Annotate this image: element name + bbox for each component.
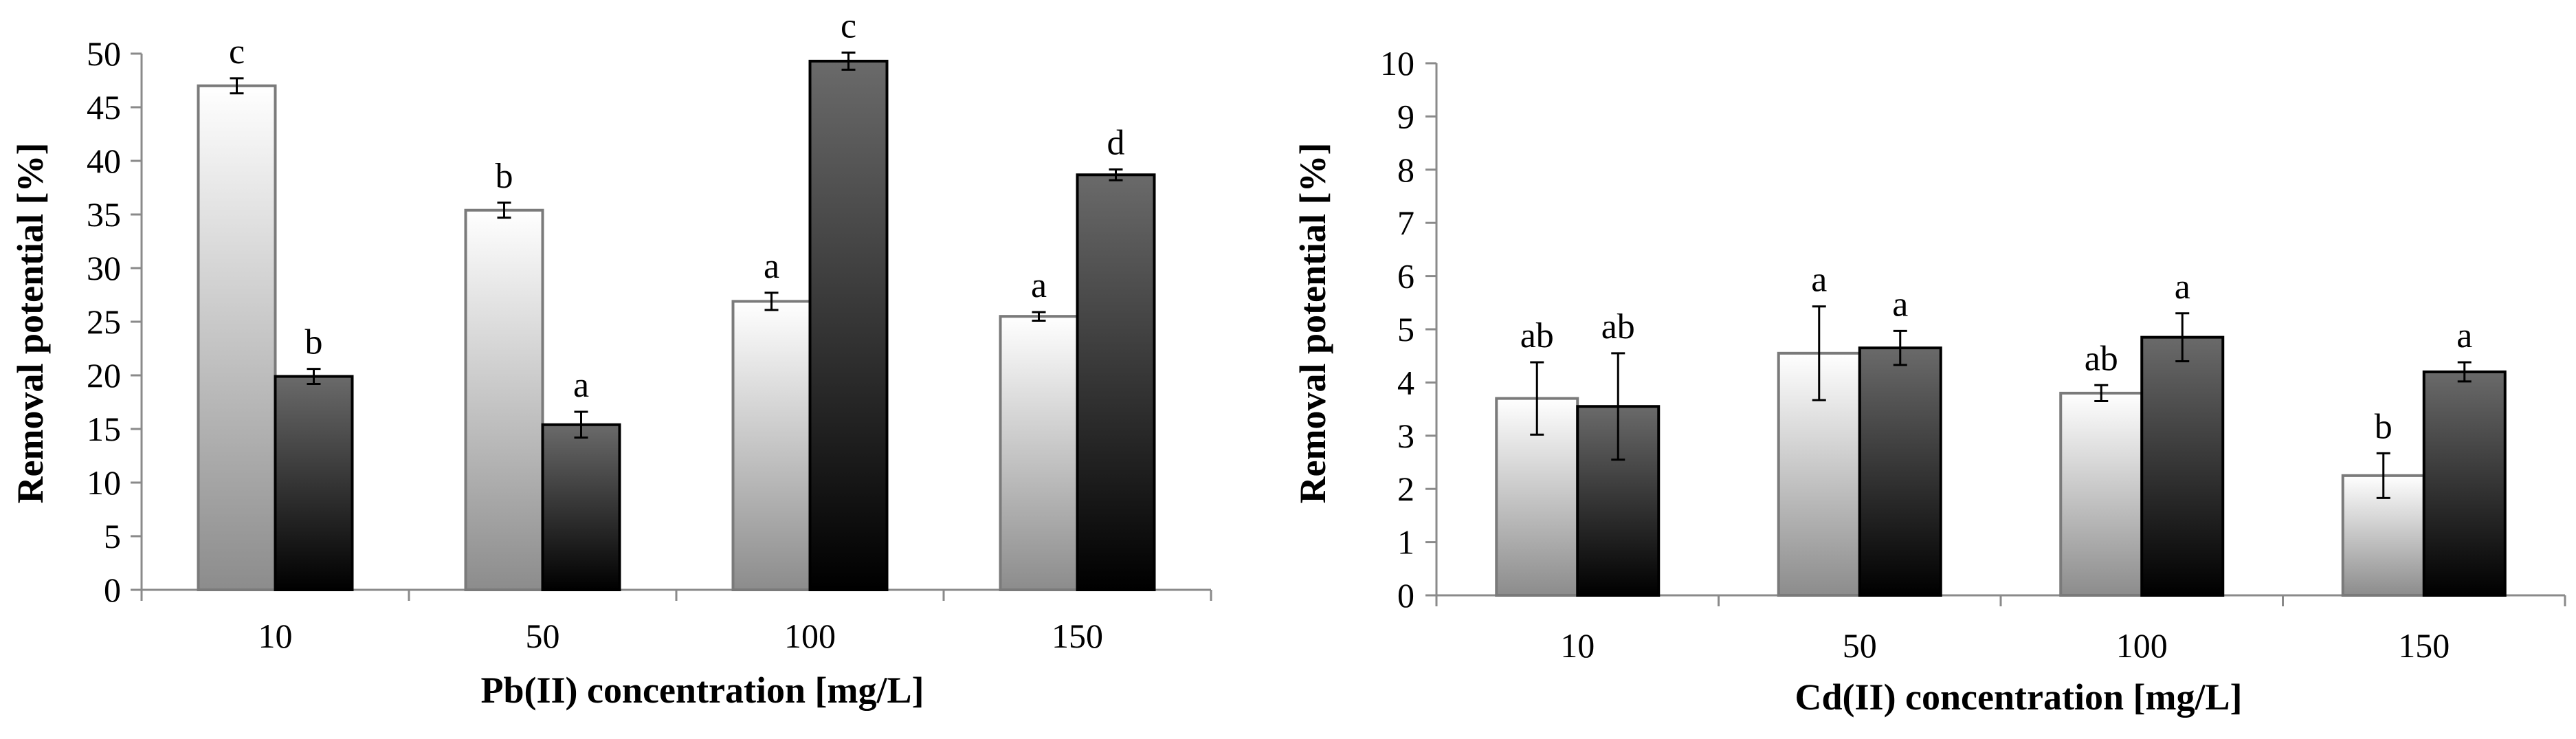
- cd-x-tick-label: 50: [1843, 626, 1877, 665]
- pb-y-tick-label: 40: [87, 142, 121, 180]
- pb-bar-series1-100: [731, 300, 812, 591]
- cd-y-tick-label: 8: [1397, 151, 1414, 189]
- cd-y-tick-label: 3: [1397, 417, 1414, 455]
- pb-y-tick-label: 0: [104, 571, 121, 609]
- pb-significance-label: b: [305, 323, 323, 362]
- pb-y-tick-label: 25: [87, 302, 121, 341]
- cd-bar-series1-100: [2059, 391, 2144, 597]
- cd-bar-series2-150: [2422, 370, 2507, 597]
- cd-y-axis-title: Removal potential [%]: [1292, 143, 1333, 504]
- pb-x-tick-label: 150: [1052, 617, 1103, 655]
- cd-y-tick-label: 2: [1397, 470, 1414, 508]
- pb-y-tick-label: 10: [87, 463, 121, 502]
- pb-bar-series2-100: [808, 59, 889, 592]
- cd-y-tick-label: 5: [1397, 310, 1414, 349]
- cd-removal-chart: 0 1 2 3 4 5 6 7 8 9 10 10 ab ab 50 a a 100 ab a 150 b a Cd(II) …: [1292, 44, 2566, 718]
- pb-error-bar: [574, 410, 588, 439]
- pb-significance-label: b: [496, 157, 513, 196]
- pb-error-bar: [1032, 311, 1046, 322]
- pb-y-tick-label: 50: [87, 34, 121, 73]
- cd-significance-label: a: [1811, 261, 1827, 300]
- cd-error-bar: [2175, 312, 2190, 362]
- cd-y-tick-label: 6: [1397, 257, 1414, 296]
- pb-bar-series1-50: [464, 208, 544, 591]
- cd-significance-label: ab: [1601, 307, 1635, 346]
- pb-y-tick-label: 30: [87, 249, 121, 287]
- pb-y-axis-title: Removal potential [%]: [10, 143, 51, 504]
- pb-x-tick-label: 100: [784, 617, 836, 655]
- pb-significance-label: c: [841, 6, 856, 45]
- cd-x-tick-label: 10: [1560, 626, 1595, 665]
- cd-significance-label: ab: [2085, 339, 2118, 378]
- cd-significance-label: b: [2375, 407, 2392, 446]
- cd-y-tick-label: 4: [1397, 363, 1414, 401]
- cd-x-axis-title: Cd(II) concentration [mg/L]: [1795, 676, 2243, 718]
- pb-bar-series1-10: [197, 84, 277, 592]
- cd-y-tick-label: 0: [1397, 576, 1414, 615]
- cd-error-bar: [1812, 305, 1826, 401]
- pb-bar-series2-10: [274, 375, 354, 591]
- cd-bar-series2-100: [2140, 335, 2225, 597]
- cd-error-bar: [1611, 352, 1625, 461]
- pb-significance-label: d: [1107, 123, 1125, 162]
- cd-x-tick-label: 100: [2116, 626, 2168, 665]
- pb-significance-label: a: [1031, 266, 1047, 305]
- pb-x-axis-title: Pb(II) concentration [mg/L]: [481, 670, 924, 711]
- pb-bar-series2-150: [1076, 173, 1156, 591]
- cd-error-bar: [1530, 361, 1544, 436]
- pb-x-tick-label: 50: [526, 617, 560, 655]
- pb-x-tick-label: 10: [258, 617, 293, 655]
- cd-error-bar: [2094, 384, 2109, 402]
- pb-error-bar: [230, 77, 244, 95]
- pb-significance-label: a: [573, 366, 589, 405]
- cd-y-tick-label: 1: [1397, 523, 1414, 562]
- pb-error-bar: [307, 368, 321, 385]
- pb-y-tick-label: 5: [104, 517, 121, 555]
- cd-significance-label: a: [2456, 316, 2472, 355]
- pb-significance-label: a: [764, 247, 779, 286]
- cd-bar-series2-50: [1858, 346, 1942, 597]
- cd-error-bar: [1893, 329, 1907, 366]
- cd-x-tick-label: 150: [2398, 626, 2450, 665]
- pb-error-bar: [497, 201, 511, 219]
- pb-error-bar: [841, 51, 856, 71]
- pb-error-bar: [1109, 168, 1123, 181]
- cd-significance-label: a: [1892, 285, 1908, 324]
- cd-significance-label: ab: [1520, 316, 1554, 355]
- pb-bar-series2-50: [541, 423, 621, 592]
- cd-y-tick-label: 7: [1397, 203, 1414, 242]
- pb-error-bar: [764, 291, 779, 311]
- cd-error-bar: [2376, 452, 2390, 499]
- pb-y-tick-label: 45: [87, 88, 121, 126]
- pb-significance-label: c: [229, 32, 245, 71]
- pb-y-tick-label: 20: [87, 356, 121, 395]
- cd-significance-label: a: [2175, 267, 2190, 307]
- pb-y-tick-label: 35: [87, 195, 121, 234]
- pb-bar-series1-150: [999, 315, 1079, 591]
- cd-error-bar: [2457, 361, 2472, 383]
- pb-removal-chart: 0 5 10 15 20 25 30 35 40 45 50 10 c b 50 b a 100 a c 150 a d Pb…: [10, 6, 1212, 711]
- cd-y-tick-label: 10: [1380, 44, 1414, 82]
- cd-y-tick-label: 9: [1397, 97, 1414, 135]
- pb-y-tick-label: 15: [87, 410, 121, 448]
